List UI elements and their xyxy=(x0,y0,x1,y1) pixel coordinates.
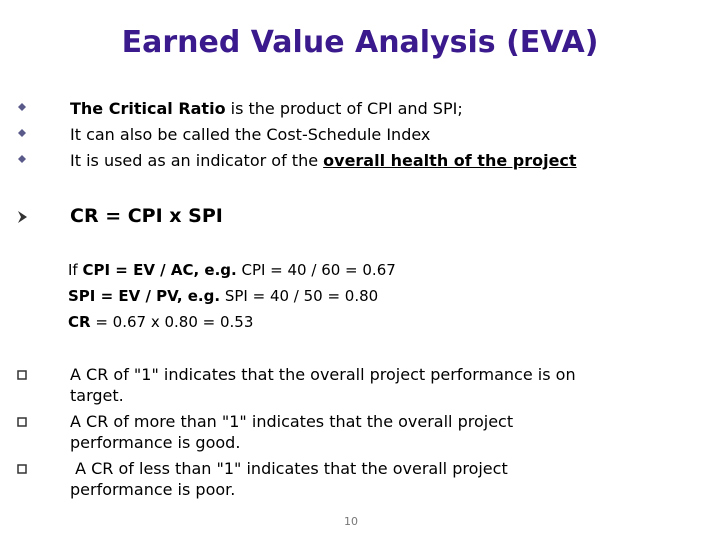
square-bullet xyxy=(17,464,27,474)
note-line: A CR of "1" indicates that the overall p… xyxy=(70,365,576,384)
text: SPI = 40 / 50 = 0.80 xyxy=(220,287,379,305)
diamond-bullet xyxy=(18,155,26,163)
square-bullet xyxy=(17,417,27,427)
title: Earned Value Analysis (EVA) xyxy=(121,25,599,60)
note-line: performance is good. xyxy=(70,433,241,452)
square-bullet xyxy=(17,370,27,380)
bullet: It is used as an indicator of the overal… xyxy=(70,153,577,169)
bold-text: CPI = EV / AC, e.g. xyxy=(82,261,237,279)
emphasis: overall health of the project xyxy=(323,151,577,170)
note-line: performance is poor. xyxy=(70,480,236,499)
example-line: If CPI = EV / AC, e.g. CPI = 40 / 60 = 0… xyxy=(68,263,396,278)
bullet: The Critical Ratio is the product of CPI… xyxy=(70,101,463,117)
note-line: A CR of less than "1" indicates that the… xyxy=(70,459,508,478)
text: It can also be called the Cost-Schedule … xyxy=(70,125,431,144)
text: It is used as an indicator of the xyxy=(70,151,324,170)
bold-text: SPI = EV / PV, e.g. xyxy=(68,287,221,305)
text: If xyxy=(68,261,83,279)
square-bullets xyxy=(17,370,27,474)
example-line: CR = 0.67 x 0.80 = 0.53 xyxy=(68,315,253,330)
diamond-bullets xyxy=(18,103,26,163)
note-line: target. xyxy=(70,386,124,405)
bullet: It can also be called the Cost-Schedule … xyxy=(70,127,430,143)
text: is the product of CPI and SPI; xyxy=(225,99,463,118)
note-line: A CR of more than "1" indicates that the… xyxy=(70,412,514,431)
formula: CR = CPI x SPI xyxy=(70,205,223,227)
example-line: SPI = EV / PV, e.g. SPI = 40 / 50 = 0.80 xyxy=(68,289,378,304)
diamond-bullet xyxy=(18,129,26,137)
page-number: 10 xyxy=(344,515,358,528)
text: = 0.67 x 0.80 = 0.53 xyxy=(90,313,254,331)
text: CPI = 40 / 60 = 0.67 xyxy=(236,261,396,279)
arrow-bullet xyxy=(18,211,27,223)
bold-text: CR xyxy=(68,313,91,331)
bold-text: The Critical Ratio xyxy=(70,99,226,118)
diamond-bullet xyxy=(18,103,26,111)
